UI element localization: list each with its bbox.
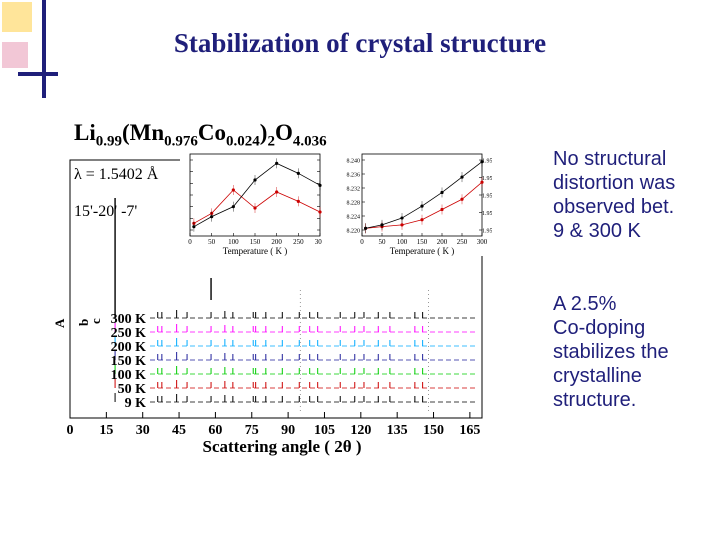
inset2-y2-tick-label: 1.955 (482, 159, 492, 165)
xrd-y-axis-letter-c: c (88, 318, 103, 324)
xrd-x-tick-label: 120 (350, 423, 371, 438)
inset1-x-tick-label: 300 (315, 238, 326, 246)
inset2-x-tick-label: 150 (417, 238, 428, 246)
lattice-inset-chart-2: 0 50 100 150 200 250 300 8.240 8.236 8.232 8.228 8.… (322, 146, 492, 256)
xrd-legend-label: 50 K (118, 382, 147, 397)
xrd-x-tick-label: 105 (314, 423, 335, 438)
note-line: Co-doping (553, 317, 646, 339)
decor-vertical-bar (42, 0, 46, 98)
inset1-x-axis-title: Temperature ( K ) (223, 246, 288, 256)
xrd-x-tick-label: 75 (245, 423, 259, 438)
xrd-x-tick-label: 150 (423, 423, 444, 438)
xrd-x-tick-label: 60 (208, 423, 222, 438)
inset2-y2-tick-label: 1.952 (482, 211, 492, 217)
xrd-x-tick-label: 135 (387, 423, 408, 438)
inset2-y-tick-label: 8.228 (347, 201, 361, 207)
xrd-legend-label: 200 K (111, 340, 147, 355)
wavelength-label: λ = 1.5402 Å (74, 166, 159, 183)
inset1-x-tick-label: 250 (293, 238, 304, 246)
inset2-x-tick-label: 100 (397, 238, 408, 246)
xrd-x-tick-label: 45 (172, 423, 186, 438)
note-no-distortion: No structural distortion was observed bet.… (553, 147, 675, 243)
note-line: A 2.5% (553, 293, 617, 315)
note-line: observed bet. (553, 196, 675, 218)
slide-title: Stabilization of crystal structure (173, 28, 547, 58)
inset2-x-tick-label: 300 (477, 238, 488, 246)
inset2-x-tick-label: 200 (437, 238, 448, 246)
inset2-x-axis-title: Temperature ( K ) (390, 246, 455, 256)
lattice-inset-chart-1: 0 50 100 150 200 250 30096.3496.3296.3096.2896… (180, 146, 340, 256)
xrd-legend-label: 9 K (125, 396, 147, 411)
inset2-y-tick-label: 8.232 (347, 187, 361, 193)
inset2-y-tick-label: 8.224 (347, 215, 361, 221)
note-line: 9 & 300 K (553, 220, 641, 242)
inset1-x-tick-label: 0 (188, 238, 192, 246)
xrd-x-tick-label: 15 (99, 423, 113, 438)
xrd-y-axis-letter-a: A (52, 318, 67, 328)
inset2-y2-tick-label: 1.954 (482, 176, 492, 182)
xrd-x-tick-label: 30 (136, 423, 150, 438)
xrd-x-tick-label: 0 (67, 423, 74, 438)
note-line: No structural (553, 148, 667, 170)
inset1-x-tick-label: 150 (250, 238, 261, 246)
decor-square-yellow (2, 2, 32, 32)
inset1-x-tick-label: 200 (271, 238, 282, 246)
decor-square-pink (2, 42, 28, 68)
inset2-y-tick-label: 8.220 (347, 229, 361, 235)
xrd-y-axis-letter-b: b (76, 319, 91, 326)
xrd-x-tick-label: 165 (459, 423, 480, 438)
xrd-legend-label: 250 K (111, 326, 147, 341)
decor-horizontal-bar (18, 72, 58, 76)
inset1-x-tick-label: 50 (208, 238, 216, 246)
xrd-x-axis-title: Scattering angle ( 2θ ) (202, 437, 361, 456)
inset2-y-tick-label: 8.236 (347, 173, 361, 179)
inset2-x-tick-label: 250 (457, 238, 468, 246)
inset2-x-tick-label: 50 (379, 238, 387, 246)
note-co-doping: A 2.5% Co-doping stabilizes the crystalline… (553, 292, 669, 412)
xrd-legend-label: 100 K (111, 368, 147, 383)
inset1-frame (189, 153, 321, 237)
compound-formula: Li0.99(Mn0.976Co0.024)2O4.036 (74, 120, 327, 150)
inset2-y2-tick-label: 1.953 (482, 194, 492, 200)
xrd-x-tick-label: 90 (281, 423, 295, 438)
xrd-legend-label: 300 K (111, 312, 147, 327)
note-line: crystalline (553, 365, 642, 387)
inset2-y2-tick-label: 1.951 (482, 229, 492, 235)
slit-label: 15'-20' -7' (74, 203, 138, 220)
xrd-legend-label: 150 K (111, 354, 147, 369)
note-line: structure. (553, 389, 637, 411)
note-line: distortion was (553, 172, 676, 194)
note-line: stabilizes the (553, 341, 669, 363)
inset2-y-tick-label: 8.240 (347, 159, 361, 165)
inset1-x-tick-label: 100 (228, 238, 239, 246)
inset2-x-tick-label: 0 (360, 238, 364, 246)
